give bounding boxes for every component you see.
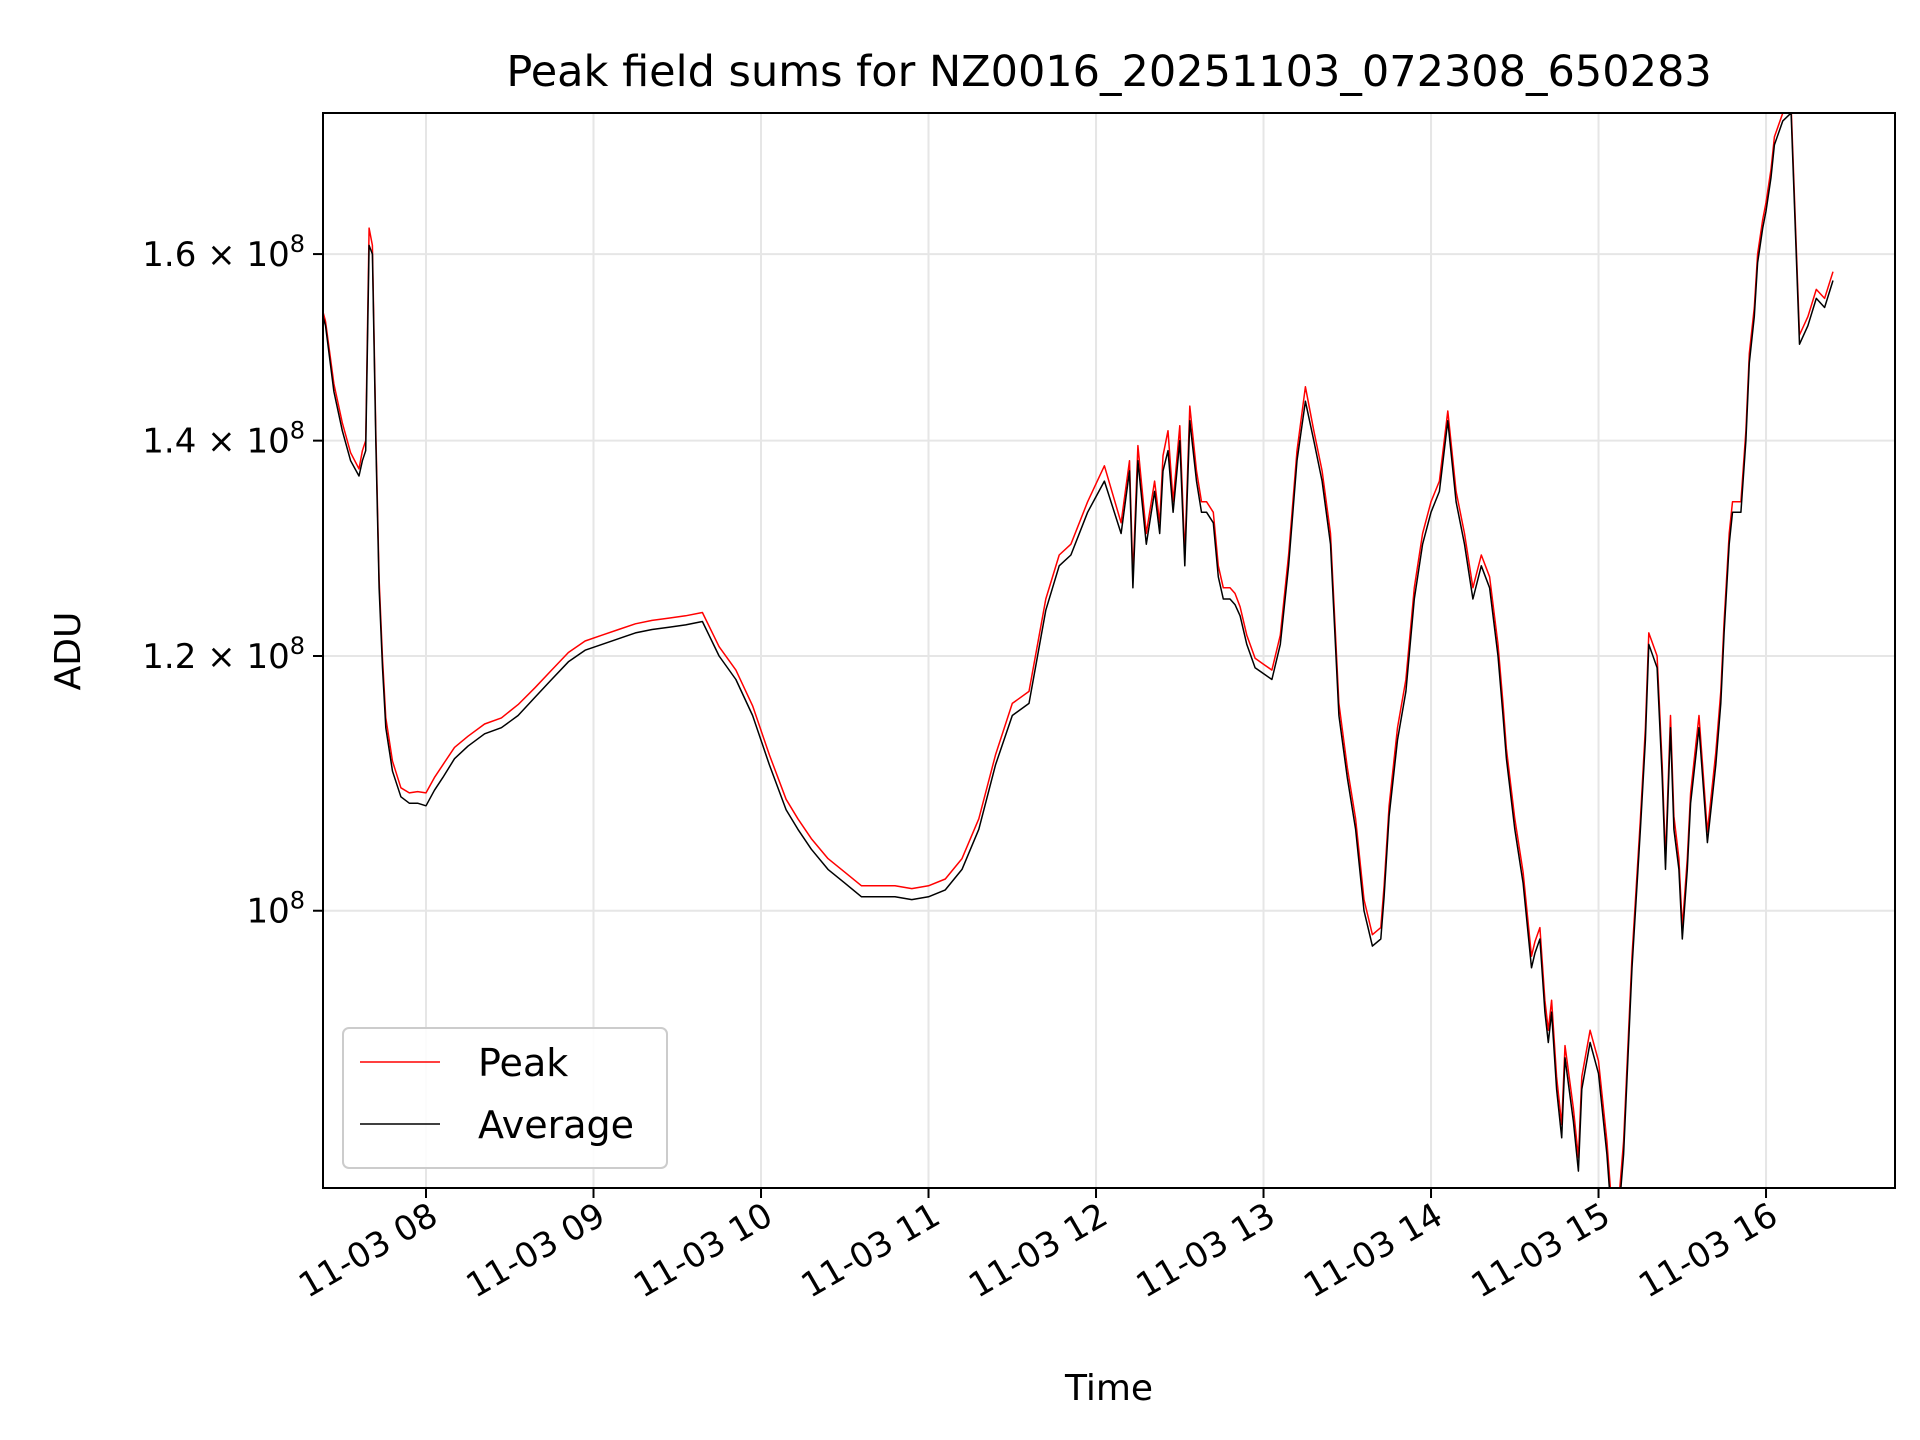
y-tick-exponent: 8 — [290, 417, 305, 445]
y-tick-label: 1.2 × 108 — [142, 632, 305, 677]
series-layer — [323, 113, 1834, 1188]
legend: Peak Average — [342, 1027, 668, 1169]
series-line-average — [323, 113, 1834, 1188]
y-tick-exponent: 8 — [290, 230, 305, 258]
x-axis-label: Time — [1064, 1368, 1153, 1409]
y-tick-mantissa: 10 — [246, 892, 289, 932]
y-tick-mantissa: 1.2 × 10 — [142, 637, 289, 677]
y-tick-mantissa: 1.4 × 10 — [142, 422, 289, 462]
legend-label-average: Average — [478, 1103, 634, 1147]
legend-label-peak: Peak — [478, 1041, 568, 1085]
plot-frame — [322, 112, 1896, 1189]
y-tick-exponent: 8 — [290, 632, 305, 660]
y-tick-label: 1.6 × 108 — [142, 230, 305, 275]
plot-area — [323, 113, 1895, 1188]
y-tick-label: 108 — [246, 887, 305, 932]
y-tick-label: 1.4 × 108 — [142, 417, 305, 462]
legend-box — [342, 1027, 668, 1169]
y-tick-mantissa: 1.6 × 10 — [142, 235, 289, 275]
y-axis-label: ADU — [48, 612, 89, 691]
y-tick-exponent: 8 — [290, 887, 305, 915]
gridlines — [323, 113, 1895, 1188]
chart-title: Peak field sums for NZ0016_20251103_0723… — [506, 47, 1711, 97]
